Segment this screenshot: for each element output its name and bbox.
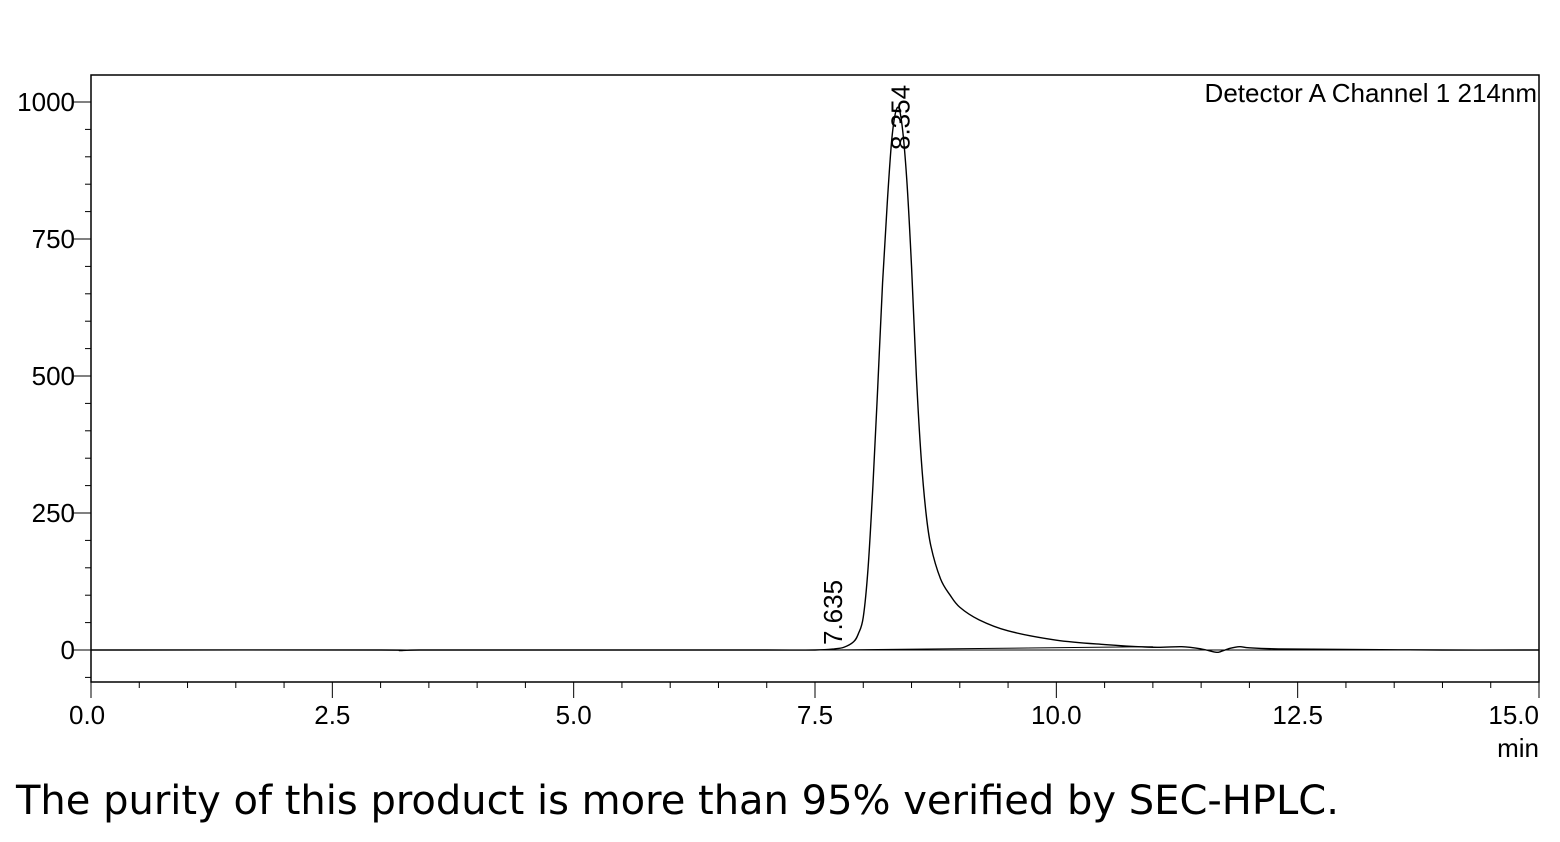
peak-retention-label: 7.635 bbox=[818, 580, 848, 645]
x-tick-label: 2.5 bbox=[314, 700, 350, 730]
x-tick-label: 0.0 bbox=[69, 700, 105, 730]
series-layer bbox=[90, 106, 1540, 654]
y-tick-label: 1000 bbox=[17, 87, 75, 117]
peak-labels: 7.635 8.354 bbox=[818, 85, 915, 645]
x-tick-label: 5.0 bbox=[556, 700, 592, 730]
x-tick-label: 10.0 bbox=[1031, 700, 1082, 730]
x-axis: 0.0 2.5 5.0 7.5 10.0 12.5 15.0 bbox=[69, 682, 1540, 730]
detector-label: Detector A Channel 1 214nm bbox=[1205, 78, 1537, 108]
y-axis: 1000 750 500 250 0 bbox=[17, 87, 91, 678]
x-unit-label: min bbox=[1497, 733, 1539, 763]
y-tick-label: 500 bbox=[32, 361, 75, 391]
purity-caption: The purity of this product is more than … bbox=[16, 778, 1339, 824]
signal-trace bbox=[90, 106, 1540, 654]
x-tick-label: 15.0 bbox=[1488, 700, 1539, 730]
x-tick-label: 12.5 bbox=[1272, 700, 1323, 730]
peak-baseline bbox=[828, 646, 1153, 651]
plot-frame bbox=[90, 74, 1540, 683]
x-tick-label: 7.5 bbox=[797, 700, 833, 730]
y-tick-label: 750 bbox=[32, 224, 75, 254]
y-tick-label: 250 bbox=[32, 498, 75, 528]
y-tick-label: 0 bbox=[61, 635, 75, 665]
peak-retention-label: 8.354 bbox=[885, 85, 915, 150]
